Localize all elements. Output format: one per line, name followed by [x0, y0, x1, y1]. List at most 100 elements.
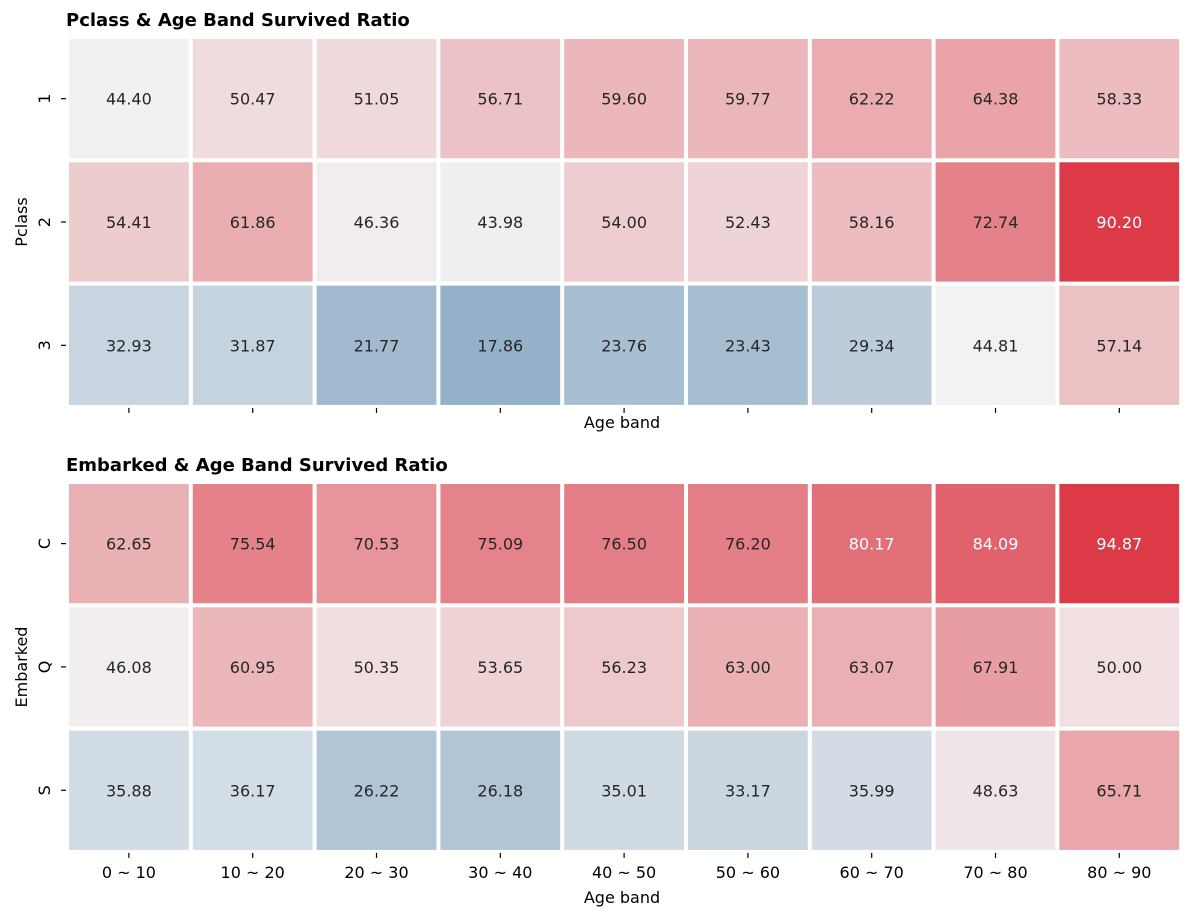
- heatmap-cell: [316, 730, 437, 850]
- heatmap-cell: [811, 162, 932, 282]
- cell-value-label: 90.20: [1096, 213, 1142, 232]
- cell-value-label: 59.77: [725, 90, 771, 109]
- heatmap-cell: [316, 285, 437, 405]
- heatmap-pclass-panel: Pclass & Age Band Survived Ratio Pclass …: [12, 10, 1180, 432]
- heatmap-cell: [688, 730, 808, 850]
- heatmap-cell: [811, 484, 932, 604]
- cell-value-label: 23.76: [601, 336, 647, 355]
- cell-value-label: 35.01: [601, 781, 647, 800]
- cell-value-label: 58.33: [1096, 90, 1142, 109]
- cell-value-label: 72.74: [973, 213, 1019, 232]
- cell-value-label: 54.00: [601, 213, 647, 232]
- cell-value-label: 26.18: [477, 781, 523, 800]
- cell-value-label: 35.99: [849, 781, 895, 800]
- cell-value-label: 94.87: [1096, 535, 1142, 554]
- x-tick-label: 70 ~ 80: [963, 863, 1027, 882]
- cell-value-label: 76.50: [601, 535, 647, 554]
- cell-value-label: 75.54: [230, 535, 276, 554]
- heatmap-cell: [564, 607, 684, 727]
- cell-value-label: 35.88: [106, 781, 152, 800]
- heatmap-cell: [69, 285, 189, 405]
- heatmap-cell: [564, 162, 684, 282]
- y-tick-label: 2: [35, 217, 54, 227]
- cell-value-label: 52.43: [725, 213, 771, 232]
- x-axis-label: Age band: [584, 413, 660, 432]
- x-tick-label: 20 ~ 30: [344, 863, 408, 882]
- cell-value-label: 53.65: [477, 658, 523, 677]
- cell-value-label: 75.09: [477, 535, 523, 554]
- cell-value-label: 44.81: [973, 336, 1019, 355]
- heatmap-cell: [564, 730, 684, 850]
- heatmap-cell: [1059, 39, 1180, 159]
- heatmap-cell: [440, 162, 561, 282]
- x-tick-label: 40 ~ 50: [592, 863, 656, 882]
- heatmap-cell: [811, 285, 932, 405]
- heatmap-cell: [564, 484, 684, 604]
- x-tick-label: 10 ~ 20: [221, 863, 285, 882]
- y-tick-label: 3: [35, 340, 54, 350]
- x-axis-label: Age band: [584, 888, 660, 907]
- heatmap-cell: [1059, 162, 1180, 282]
- heatmap-cell: [935, 730, 1056, 850]
- x-tick-label: 30 ~ 40: [468, 863, 532, 882]
- cell-value-label: 62.65: [106, 535, 152, 554]
- cell-value-label: 80.17: [849, 535, 895, 554]
- cell-value-label: 56.23: [601, 658, 647, 677]
- heatmap-cells: 62.65 75.54 70.53 75.09 76.50 76.20 80.17 84.09…: [35, 484, 1180, 882]
- x-tick-label: 50 ~ 60: [716, 863, 780, 882]
- cell-value-label: 58.16: [849, 213, 895, 232]
- cell-value-label: 33.17: [725, 781, 771, 800]
- heatmap-cell: [688, 607, 808, 727]
- heatmap-cell: [935, 484, 1056, 604]
- heatmap-embarked-panel: Embarked & Age Band Survived Ratio Embar…: [12, 455, 1180, 907]
- heatmap-cell: [935, 285, 1056, 405]
- cell-value-label: 50.35: [354, 658, 400, 677]
- cell-value-label: 17.86: [477, 336, 523, 355]
- chart-title: Embarked & Age Band Survived Ratio: [66, 455, 448, 476]
- heatmap-cell: [316, 162, 437, 282]
- heatmap-cell: [935, 39, 1056, 159]
- heatmap-cell: [192, 285, 313, 405]
- heatmap-cell: [811, 730, 932, 850]
- y-axis-label: Pclass: [12, 197, 31, 246]
- cell-value-label: 67.91: [973, 658, 1019, 677]
- heatmap-cell: [564, 285, 684, 405]
- heatmap-cell: [192, 607, 313, 727]
- x-tick-label: 80 ~ 90: [1087, 863, 1151, 882]
- cell-value-label: 21.77: [354, 336, 400, 355]
- cell-value-label: 65.71: [1096, 781, 1142, 800]
- heatmap-cell: [192, 39, 313, 159]
- heatmap-cell: [1059, 484, 1180, 604]
- cell-value-label: 76.20: [725, 535, 771, 554]
- heatmap-cells: 44.40 50.47 51.05 56.71 59.60 59.77 62.22 64.38…: [35, 39, 1180, 413]
- heatmap-cell: [935, 162, 1056, 282]
- cell-value-label: 57.14: [1096, 336, 1142, 355]
- cell-value-label: 62.22: [849, 90, 895, 109]
- heatmap-cell: [440, 730, 561, 850]
- heatmap-cell: [440, 285, 561, 405]
- chart-title: Pclass & Age Band Survived Ratio: [66, 10, 410, 31]
- heatmap-cell: [316, 484, 437, 604]
- heatmap-cell: [69, 484, 189, 604]
- heatmap-cell: [1059, 285, 1180, 405]
- y-tick-label: S: [35, 785, 54, 795]
- heatmap-cell: [440, 39, 561, 159]
- y-tick-label: 1: [35, 94, 54, 104]
- cell-value-label: 61.86: [230, 213, 276, 232]
- cell-value-label: 54.41: [106, 213, 152, 232]
- heatmap-cell: [69, 607, 189, 727]
- cell-value-label: 46.36: [354, 213, 400, 232]
- heatmap-cell: [1059, 607, 1180, 727]
- heatmap-cell: [316, 607, 437, 727]
- cell-value-label: 56.71: [477, 90, 523, 109]
- heatmap-cell: [69, 162, 189, 282]
- heatmap-cell: [440, 484, 561, 604]
- heatmap-cell: [688, 39, 808, 159]
- heatmap-cell: [192, 484, 313, 604]
- heatmap-cell: [192, 730, 313, 850]
- y-tick-label: C: [35, 538, 54, 549]
- cell-value-label: 23.43: [725, 336, 771, 355]
- heatmap-cell: [564, 39, 684, 159]
- x-tick-label: 60 ~ 70: [840, 863, 904, 882]
